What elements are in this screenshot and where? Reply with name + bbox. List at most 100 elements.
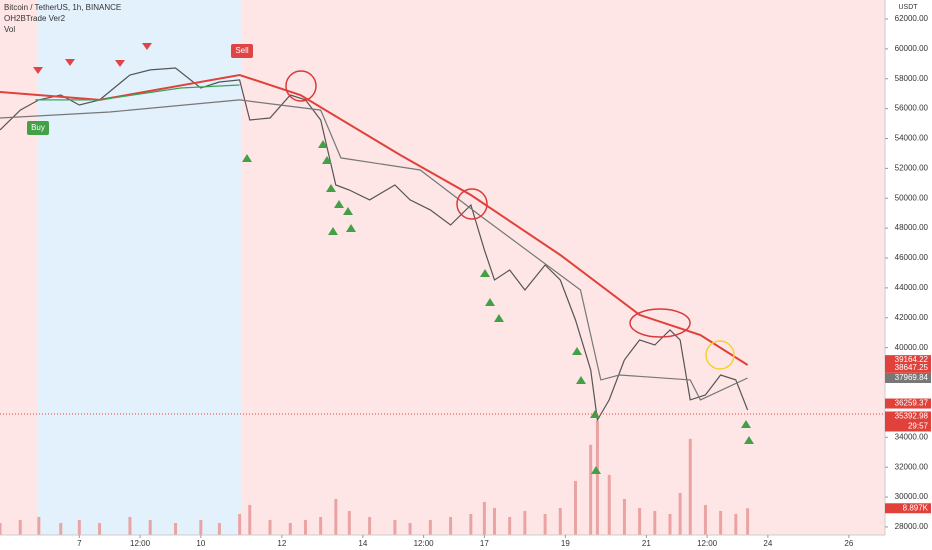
volume-bar — [653, 510, 657, 535]
y-tick-label: 60000.00 — [895, 44, 929, 53]
volume-bar — [238, 513, 242, 535]
volume-bar — [543, 513, 547, 535]
x-tick-label: 7 — [77, 539, 82, 548]
y-tick-label: 54000.00 — [895, 134, 929, 143]
volume-bar — [638, 507, 642, 535]
volume-bar — [734, 513, 738, 535]
y-tick-label: 48000.00 — [895, 223, 929, 232]
volume-bar — [248, 504, 252, 535]
y-tick-label: 44000.00 — [895, 283, 929, 292]
x-tick-label: 12 — [277, 539, 286, 548]
series-line — [0, 67, 749, 422]
volume-bar — [449, 516, 453, 535]
sell-label-bg — [231, 44, 253, 58]
volume-bar — [393, 519, 397, 535]
volume-bar — [508, 516, 512, 535]
volume-bar — [678, 492, 682, 535]
indicator: Vol — [4, 25, 15, 34]
x-tick-label: 21 — [642, 539, 651, 548]
volume-bar — [688, 438, 692, 535]
volume-bar — [408, 522, 412, 535]
price-tag-label: 37969.84 — [895, 373, 929, 382]
y-tick-label: 62000.00 — [895, 14, 929, 23]
y-tick-label: 28000.00 — [895, 522, 929, 531]
x-tick-label: 14 — [358, 539, 367, 548]
buy-arrows — [242, 140, 754, 474]
volume-bar — [368, 516, 372, 535]
sell-arrows — [33, 43, 152, 74]
highlight — [629, 308, 691, 338]
x-tick-label: 24 — [763, 539, 772, 548]
marks — [0, 67, 750, 535]
volume-bar — [0, 522, 2, 535]
volume-bar — [558, 507, 562, 535]
price-tag-label: 38647.25 — [895, 363, 929, 372]
y-tick-label: 42000.00 — [895, 313, 929, 322]
indicator: OH2BTrade Ver2 — [4, 14, 66, 23]
y-tick-label: 46000.00 — [895, 253, 929, 262]
volume-bar — [217, 522, 221, 535]
y-tick-label: 58000.00 — [895, 74, 929, 83]
volume-bar — [668, 513, 672, 535]
price-tag — [885, 362, 931, 373]
volume-bar — [347, 510, 351, 535]
y-tick-label: 30000.00 — [895, 492, 929, 501]
buy-label-bg — [27, 121, 49, 135]
y-tick-label: 56000.00 — [895, 104, 929, 113]
volume-bar — [622, 498, 626, 535]
volume-bar — [288, 522, 292, 535]
x-tick-label: 12:00 — [130, 539, 151, 548]
sell-label: Sell — [235, 46, 249, 55]
price-tag-label: 39164.22 — [895, 355, 929, 364]
price-tag — [885, 372, 931, 383]
volume-bar — [523, 510, 527, 535]
price-tag — [885, 355, 931, 366]
volume-bar — [59, 522, 63, 535]
volume-bar — [428, 519, 432, 535]
bg-bull — [38, 0, 242, 535]
x-tick-label: 17 — [480, 539, 489, 548]
price-tag — [885, 398, 931, 409]
volume-bar — [18, 519, 22, 535]
volume-bar — [469, 513, 473, 535]
y-tick-label: 52000.00 — [895, 163, 929, 172]
price-tag-label: 36259.37 — [895, 399, 929, 408]
volume-bar — [303, 519, 307, 535]
volume-bar — [128, 516, 132, 535]
volume-bar — [746, 508, 750, 535]
x-tick-label: 12:00 — [414, 539, 435, 548]
buy-label: Buy — [31, 123, 45, 132]
price-tag-label: 35392.98 — [895, 412, 929, 421]
time-axis — [0, 535, 885, 550]
volume-bar — [77, 519, 81, 535]
volume-bar — [703, 504, 707, 535]
highlight — [285, 70, 317, 102]
volume-bar — [573, 480, 577, 535]
volume-bar — [98, 522, 102, 535]
volume-bar — [268, 519, 272, 535]
highlight — [705, 340, 735, 370]
volume-bar — [589, 444, 593, 535]
countdown: 29:57 — [908, 422, 929, 431]
volume-bar — [199, 519, 203, 535]
volume-bar — [595, 420, 599, 535]
volume-bar — [37, 516, 41, 535]
chart-title: Bitcoin / TetherUS, 1h, BINANCE — [4, 3, 121, 12]
currency: USDT — [898, 4, 918, 11]
y-tick-label: 34000.00 — [895, 432, 929, 441]
price-tag — [885, 411, 931, 432]
price-axis — [885, 0, 932, 550]
volume-bar — [334, 498, 338, 535]
y-tick-label: 50000.00 — [895, 193, 929, 202]
volume-bar — [719, 510, 723, 535]
volume-tag — [885, 503, 931, 514]
series-line — [0, 99, 748, 401]
volume-bar — [148, 519, 152, 535]
volume-bar — [319, 516, 323, 535]
y-tick-label: 32000.00 — [895, 462, 929, 471]
x-tick-label: 10 — [196, 539, 205, 548]
volume-bar — [492, 507, 496, 535]
series-line — [0, 73, 749, 366]
volume-bar — [174, 522, 178, 535]
